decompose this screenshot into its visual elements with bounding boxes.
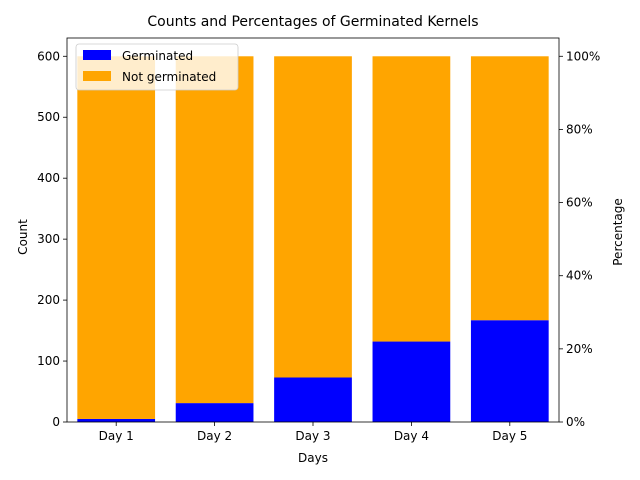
bar-not-germinated-2 (175, 56, 254, 404)
axes-group: Day 1 Day 2 Day 3 Day 4 Day 5 0 100 200 300 400 50… (37, 37, 600, 443)
y-axis-right-label: Percentage (611, 198, 625, 266)
y-tick-label: 300 (37, 232, 60, 246)
bar-not-germinated-4 (372, 56, 451, 342)
bar-germinated-2 (175, 403, 254, 422)
x-tick-label: Day 3 (295, 429, 330, 443)
y-tick-label: 500 (37, 110, 60, 124)
bar-germinated-4 (372, 341, 451, 422)
y-right-tick-label: 40% (566, 269, 593, 283)
bar-germinated-3 (274, 377, 352, 422)
bar-germinated-1 (77, 418, 156, 422)
bar-not-germinated-1 (77, 56, 156, 419)
bars-group (77, 56, 549, 422)
bar-germinated-5 (470, 320, 549, 422)
legend-box (75, 43, 239, 91)
x-tick-label: Day 2 (197, 429, 232, 443)
y-right-tick-label: 20% (566, 342, 593, 356)
y-right-tick-label: 100% (566, 49, 600, 63)
x-axis-label: Days (298, 451, 328, 465)
y-right-tick-label: 0% (566, 415, 585, 429)
x-tick-label: Day 4 (394, 429, 429, 443)
chart-title: Counts and Percentages of Germinated Ker… (147, 14, 478, 30)
x-tick-label: Day 5 (492, 429, 527, 443)
legend-swatch-germinated (83, 50, 111, 60)
y-right-tick-label: 80% (566, 122, 593, 136)
y-tick-label: 200 (37, 293, 60, 307)
legend-swatch-not-germinated (83, 71, 111, 81)
bar-not-germinated-3 (274, 56, 352, 378)
y-tick-label: 0 (52, 415, 60, 429)
legend-label-germinated: Germinated (122, 49, 193, 63)
y-tick-label: 400 (37, 171, 60, 185)
y-tick-label: 600 (37, 49, 60, 63)
bar-not-germinated-5 (470, 56, 549, 321)
x-tick-label: Day 1 (99, 429, 134, 443)
legend-label-not-germinated: Not germinated (122, 70, 216, 84)
legend: Germinated Not germinated (75, 43, 239, 91)
y-right-tick-label: 60% (566, 196, 593, 210)
y-tick-label: 100 (37, 354, 60, 368)
y-axis-label: Count (16, 219, 30, 255)
